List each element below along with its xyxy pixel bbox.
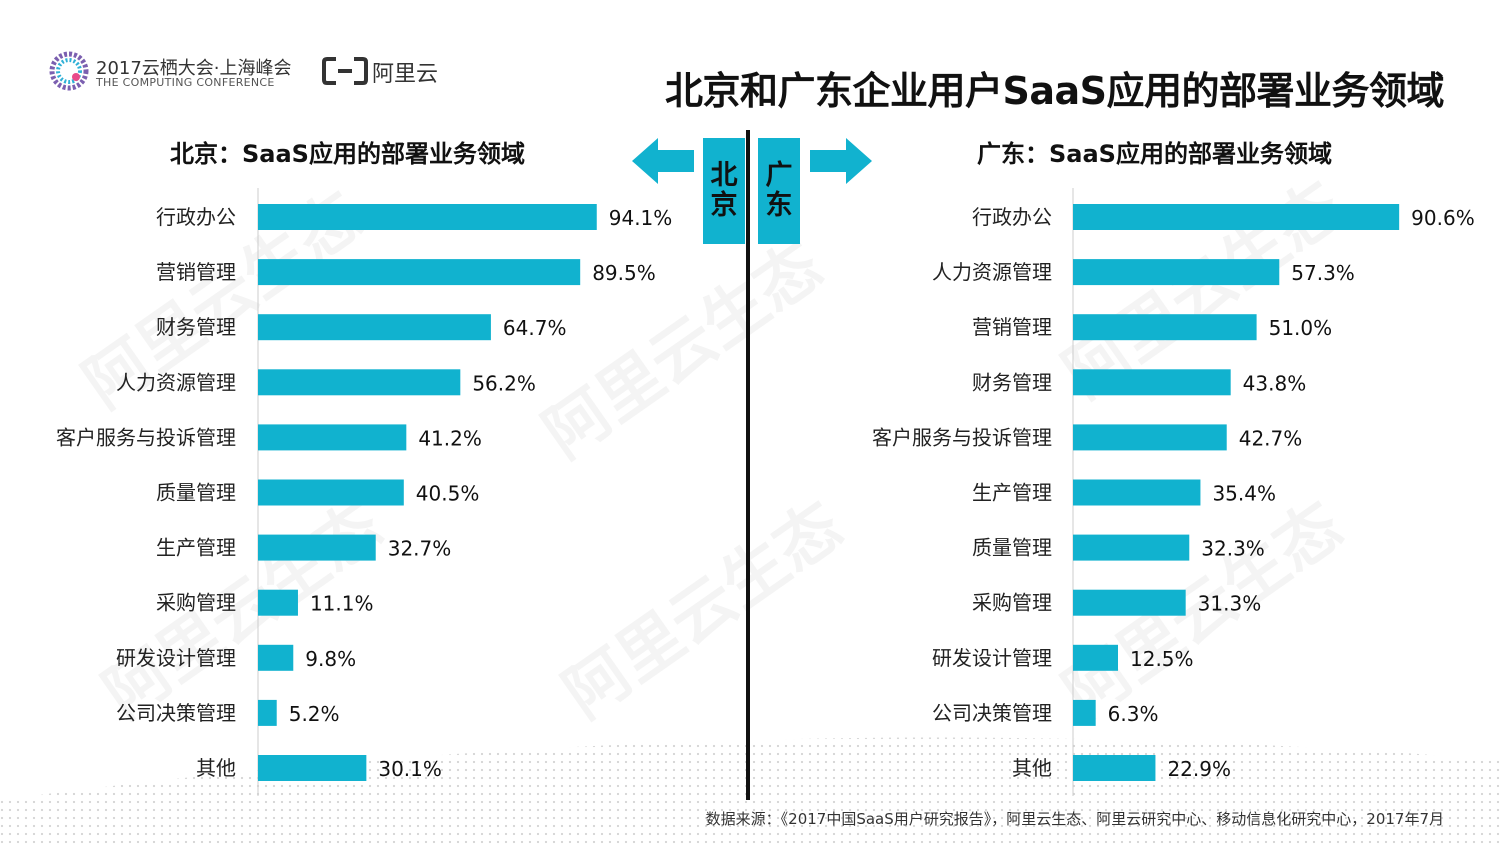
bar-beijing — [258, 314, 491, 341]
bar-beijing — [258, 534, 376, 561]
conference-logo-icon — [49, 51, 89, 91]
bar-guangdong — [1073, 589, 1186, 616]
category-label-guangdong: 质量管理 — [972, 536, 1052, 560]
value-label-beijing: 40.5% — [416, 482, 480, 506]
value-label-beijing: 64.7% — [503, 316, 567, 340]
category-label-guangdong: 其他 — [1012, 756, 1052, 780]
category-label-beijing: 采购管理 — [156, 591, 236, 615]
bar-beijing — [258, 369, 461, 396]
value-label-guangdong: 51.0% — [1269, 316, 1333, 340]
bar-beijing — [258, 479, 404, 506]
bar-beijing — [258, 424, 407, 451]
value-label-guangdong: 32.3% — [1201, 537, 1265, 561]
bar-beijing — [258, 699, 277, 726]
value-label-guangdong: 22.9% — [1167, 757, 1231, 781]
category-label-guangdong: 采购管理 — [972, 591, 1052, 615]
value-label-guangdong: 43.8% — [1243, 371, 1307, 395]
page-title: 北京和广东企业用户SaaS应用的部署业务领域 — [664, 69, 1445, 113]
bar-guangdong — [1073, 369, 1231, 396]
category-label-beijing: 行政办公 — [156, 205, 236, 229]
category-label-guangdong: 行政办公 — [972, 205, 1052, 229]
category-label-beijing: 生产管理 — [156, 536, 236, 560]
category-label-beijing: 其他 — [196, 756, 236, 780]
bar-guangdong — [1073, 755, 1156, 781]
arrow-right-icon — [810, 138, 872, 184]
bar-guangdong — [1073, 259, 1280, 286]
value-label-guangdong: 57.3% — [1291, 261, 1355, 285]
category-label-guangdong: 营销管理 — [972, 315, 1052, 339]
aliyun-logo-icon — [322, 57, 368, 85]
category-label-guangdong: 研发设计管理 — [932, 646, 1052, 670]
bar-guangdong — [1073, 314, 1257, 341]
category-label-guangdong: 人力资源管理 — [932, 260, 1052, 284]
bar-chart-beijing: 行政办公 94.1% 营销管理 89.5% 财务管理 64.7% 人力资源管理 56.2% 客户… — [56, 188, 673, 796]
conference-subtitle: THE COMPUTING CONFERENCE — [96, 76, 275, 89]
value-label-beijing: 9.8% — [305, 647, 356, 671]
bar-guangdong — [1073, 699, 1096, 726]
category-label-beijing: 人力资源管理 — [116, 370, 236, 394]
category-label-beijing: 营销管理 — [156, 260, 236, 284]
category-label-beijing: 客户服务与投诉管理 — [56, 425, 236, 449]
value-label-beijing: 32.7% — [388, 537, 452, 561]
arrow-left-icon — [632, 138, 694, 184]
bar-guangdong — [1073, 534, 1190, 561]
bar-guangdong — [1073, 644, 1118, 671]
bar-beijing — [258, 589, 298, 616]
bar-beijing — [258, 204, 597, 230]
center-divider — [746, 130, 750, 800]
category-label-beijing: 质量管理 — [156, 481, 236, 505]
category-label-beijing: 财务管理 — [156, 315, 236, 339]
aliyun-brand-text: 阿里云 — [372, 62, 439, 87]
category-label-guangdong: 财务管理 — [972, 370, 1052, 394]
value-label-guangdong: 31.3% — [1198, 592, 1262, 616]
bar-beijing — [258, 755, 367, 781]
value-label-beijing: 30.1% — [378, 757, 442, 781]
bar-guangdong — [1073, 479, 1201, 506]
value-label-beijing: 41.2% — [418, 426, 482, 450]
conference-name: 2017云栖大会·上海峰会 — [96, 58, 292, 79]
value-label-beijing: 5.2% — [289, 702, 340, 726]
value-label-beijing: 11.1% — [310, 592, 374, 616]
region-label-guangdong: 广东 — [758, 138, 800, 244]
category-label-guangdong: 公司决策管理 — [932, 701, 1052, 725]
category-label-beijing: 研发设计管理 — [116, 646, 236, 670]
region-label-beijing: 北京 — [703, 138, 745, 244]
value-label-guangdong: 42.7% — [1239, 426, 1303, 450]
value-label-guangdong: 6.3% — [1108, 702, 1159, 726]
value-label-beijing: 56.2% — [472, 371, 536, 395]
bar-guangdong — [1073, 424, 1227, 451]
bar-guangdong — [1073, 204, 1400, 230]
value-label-beijing: 94.1% — [609, 206, 673, 230]
bar-beijing — [258, 259, 581, 286]
category-label-guangdong: 生产管理 — [972, 481, 1052, 505]
data-source-footer: 数据来源：《2017中国SaaS用户研究报告》，阿里云生态、阿里云研究中心、移动… — [705, 810, 1444, 828]
chart-title-guangdong: 广东：SaaS应用的部署业务领域 — [977, 140, 1332, 168]
chart-title-beijing: 北京：SaaS应用的部署业务领域 — [170, 140, 525, 168]
value-label-guangdong: 35.4% — [1212, 482, 1276, 506]
category-label-guangdong: 客户服务与投诉管理 — [872, 425, 1052, 449]
category-label-beijing: 公司决策管理 — [116, 701, 236, 725]
value-label-guangdong: 12.5% — [1130, 647, 1194, 671]
value-label-guangdong: 90.6% — [1411, 206, 1475, 230]
value-label-beijing: 89.5% — [592, 261, 656, 285]
bar-beijing — [258, 644, 294, 671]
